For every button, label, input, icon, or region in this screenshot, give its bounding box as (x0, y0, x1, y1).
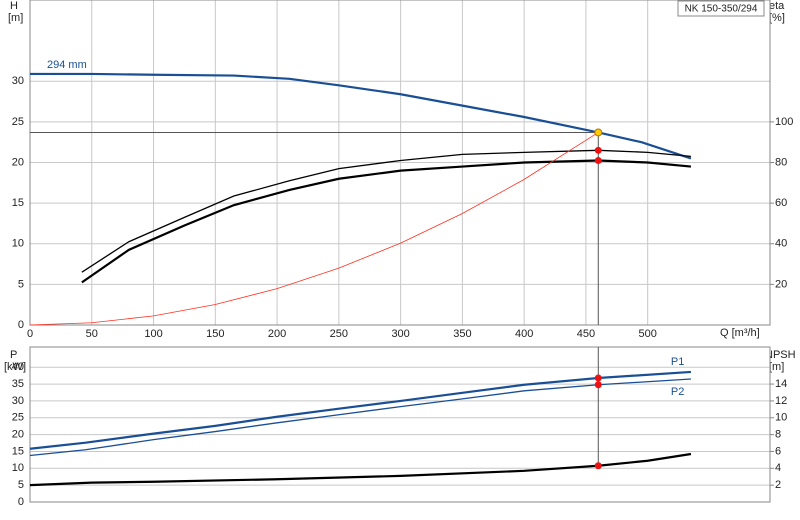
y2-label: eta (769, 0, 785, 12)
y2-tick-label: 12 (775, 395, 787, 407)
operating-point (594, 146, 602, 154)
y2-tick-label: 80 (775, 156, 787, 168)
y2-tick-label: 100 (775, 116, 793, 128)
x-tick-label: 450 (577, 328, 595, 340)
plot-frame (29, 346, 771, 503)
y2-tick-label: 20 (775, 278, 787, 290)
y-tick-label: 15 (12, 445, 24, 457)
operating-point (594, 462, 602, 470)
y-tick-label: 30 (12, 395, 24, 407)
y-label: H (10, 0, 18, 12)
y2-unit: [m] (769, 361, 784, 373)
operating-point (594, 156, 602, 164)
y-tick-label: 15 (12, 197, 24, 209)
y-tick-label: 25 (12, 412, 24, 424)
x-label: Q [m³/h] (720, 327, 760, 339)
y2-unit: [%] (769, 12, 785, 24)
curve (30, 72, 692, 160)
y-tick-label: 0 (18, 319, 24, 331)
x-tick-label: 300 (391, 328, 409, 340)
y2-tick-label: 40 (775, 238, 787, 250)
plot-area (30, 347, 770, 502)
y-tick-label: 20 (12, 156, 24, 168)
curve (29, 378, 691, 457)
plot-frame (29, 0, 771, 326)
x-tick-label: 150 (206, 328, 224, 340)
title-box (677, 0, 765, 17)
operating-point (594, 374, 602, 382)
y-tick-label: 40 (12, 361, 24, 373)
y-tick-label: 10 (12, 462, 24, 474)
x-tick-label: 50 (86, 328, 98, 340)
x-tick-label: 100 (144, 328, 162, 340)
y2-tick-label: 10 (775, 412, 787, 424)
y-unit: [kW] (4, 361, 26, 373)
curve (29, 132, 599, 326)
y-tick-label: 0 (18, 496, 24, 508)
x-tick-label: 400 (515, 328, 533, 340)
y2-label: NPSH (765, 349, 796, 361)
y-tick-label: 10 (12, 238, 24, 250)
y-tick-label: 25 (12, 116, 24, 128)
y2-tick-label: 6 (775, 445, 781, 457)
curve (81, 149, 691, 273)
x-tick-label: 500 (639, 328, 657, 340)
x-tick-label: 0 (27, 328, 33, 340)
x-tick-label: 350 (453, 328, 471, 340)
y2-tick-label: 14 (775, 378, 787, 390)
operating-point (594, 381, 602, 389)
y-tick-label: 30 (12, 75, 24, 87)
y-tick-label: 5 (18, 278, 24, 290)
y2-tick-label: 4 (775, 462, 781, 474)
series-label: P1 (671, 356, 684, 368)
y2-tick-label: 60 (775, 197, 787, 209)
x-tick-label: 250 (330, 328, 348, 340)
y2-tick-label: 2 (775, 479, 781, 491)
y-tick-label: 35 (12, 378, 24, 390)
operating-point (594, 128, 603, 137)
curve (81, 159, 692, 284)
x-tick-label: 200 (268, 328, 286, 340)
series-label: P2 (671, 386, 684, 398)
y-unit: [m] (8, 12, 23, 24)
y-label: P (10, 349, 17, 361)
y2-tick-label: 8 (775, 429, 781, 441)
series-label: 294 mm (47, 59, 87, 71)
curve (29, 452, 692, 487)
chart-title: NK 150-350/294 (685, 4, 758, 15)
y-tick-label: 5 (18, 479, 24, 491)
y-tick-label: 20 (12, 429, 24, 441)
curve (29, 370, 692, 450)
